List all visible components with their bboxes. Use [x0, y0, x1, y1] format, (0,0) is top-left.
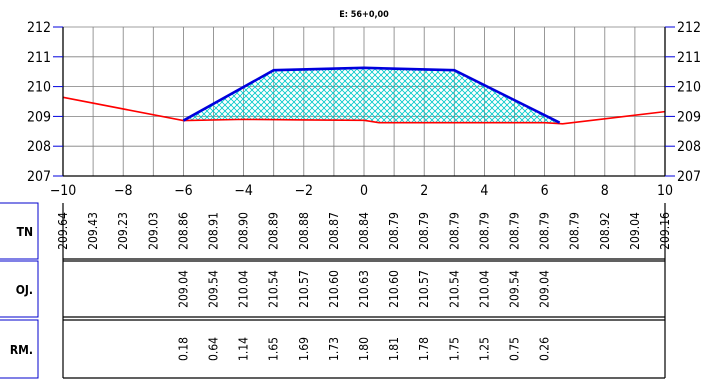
table-cell-value: 208.86 [176, 212, 190, 250]
table-cell-value: 1.80 [357, 337, 371, 361]
row-label-box [0, 202, 39, 260]
table-cell-value: 209.43 [86, 212, 100, 250]
y-tick-label-right: 207 [677, 169, 701, 185]
data-table: TN 209.64 209.43 209.23 209.03 208.86 208.91 20… [0, 202, 672, 379]
table-cell-value: 208.90 [237, 212, 251, 250]
fill-hatch-polygon [183, 67, 560, 124]
row-label: OJ. [16, 283, 33, 297]
table-cell-value: 210.60 [387, 270, 401, 308]
table-cell-value: 209.03 [146, 212, 160, 250]
x-tick-label: −8 [114, 183, 133, 199]
table-cell-value: 208.79 [387, 212, 401, 250]
x-tick-label: 6 [541, 183, 549, 199]
table-cell-value: 1.65 [267, 337, 281, 361]
y-tick-label-left: 212 [27, 20, 51, 36]
y-tick-label-right: 210 [677, 80, 701, 96]
table-cell-value: 210.04 [477, 270, 491, 308]
table-cell-value: 1.81 [387, 337, 401, 361]
table-cell-value: 1.14 [237, 337, 251, 361]
table-cell-value: 0.18 [176, 337, 190, 361]
y-tick-label-left: 208 [27, 139, 51, 155]
table-cell-value: 209.54 [207, 270, 221, 308]
table-cell-value: 208.87 [327, 212, 341, 250]
x-tick-label: 2 [420, 183, 428, 199]
profile-lines [62, 66, 666, 125]
x-tick-label: 8 [601, 183, 609, 199]
table-cell-value: 210.04 [237, 270, 251, 308]
table-cell-value: 209.16 [658, 212, 672, 250]
x-tick-label: −2 [295, 183, 314, 199]
table-cell-value: 208.79 [538, 212, 552, 250]
table-cell-value: 208.89 [267, 212, 281, 250]
y-tick-label-right: 212 [677, 20, 701, 36]
design-line-projected [182, 66, 561, 124]
table-cell-value: 209.04 [176, 270, 190, 308]
table-cell-value: 1.69 [297, 337, 311, 361]
y-tick-label-right: 209 [677, 109, 701, 125]
row-label-box [0, 319, 39, 379]
table-cell-value: 210.54 [267, 270, 281, 308]
ground-line-tn [62, 96, 666, 125]
table-cell-value: 208.79 [417, 212, 431, 250]
table-cell-value: 1.25 [477, 337, 491, 361]
table-cell-value: 208.79 [568, 212, 582, 250]
table-cell-value: 1.75 [447, 337, 461, 361]
table-cell-value: 208.92 [598, 212, 612, 250]
table-cell-value: 209.23 [116, 212, 130, 250]
y-tick-label-left: 209 [27, 109, 51, 125]
table-cell-value: 208.79 [477, 212, 491, 250]
table-cell-value: 210.63 [357, 270, 371, 308]
table-cell-value: 1.78 [417, 337, 431, 361]
table-cell-value: 209.04 [538, 270, 552, 308]
table-cell-value: 210.54 [447, 270, 461, 308]
table-cell-value: 208.84 [357, 212, 371, 250]
x-tick-label: 4 [480, 183, 488, 199]
table-cell-value: 0.75 [508, 337, 522, 361]
table-cell-value: 0.64 [207, 337, 221, 361]
row-label: RM. [10, 343, 33, 357]
table-cell-value: 208.91 [207, 212, 221, 250]
x-tick-label: −10 [50, 183, 77, 199]
table-cell-value: 210.57 [297, 270, 311, 308]
y-tick-label-left: 207 [27, 169, 51, 185]
table-cell-value: 209.64 [56, 212, 70, 250]
x-tick-label: 0 [360, 183, 368, 199]
y-tick-label-right: 208 [677, 139, 701, 155]
table-cell-value: 209.54 [508, 270, 522, 308]
section-title: E: 56+0,00 [339, 10, 389, 20]
y-tick-label-left: 211 [27, 50, 51, 66]
table-cell-value: 209.04 [628, 212, 642, 250]
y-tick-label-right: 211 [677, 50, 701, 66]
x-tick-label: −6 [174, 183, 193, 199]
table-cell-value: 0.26 [538, 337, 552, 361]
fill-area [183, 67, 560, 124]
table-cell-value: 210.57 [417, 270, 431, 308]
x-tick-label: −4 [234, 183, 253, 199]
table-cell-value: 208.79 [447, 212, 461, 250]
row-label-box [0, 260, 39, 318]
table-cell-value: 1.73 [327, 337, 341, 361]
table-cell-value: 210.60 [327, 270, 341, 308]
y-tick-label-left: 210 [27, 80, 51, 96]
row-label: TN [17, 225, 33, 239]
table-cell-value: 208.79 [508, 212, 522, 250]
x-tick-label: 10 [657, 183, 673, 199]
table-cell-value: 208.88 [297, 212, 311, 250]
